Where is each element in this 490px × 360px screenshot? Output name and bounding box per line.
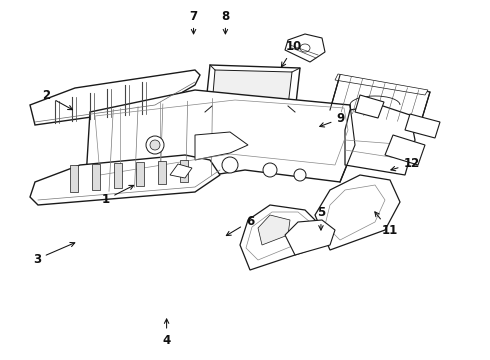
Polygon shape bbox=[330, 75, 430, 125]
Polygon shape bbox=[195, 132, 248, 160]
Polygon shape bbox=[315, 175, 400, 250]
Text: 1: 1 bbox=[101, 185, 134, 206]
Text: 8: 8 bbox=[221, 10, 229, 34]
Polygon shape bbox=[285, 34, 325, 62]
Polygon shape bbox=[158, 161, 166, 184]
Text: 10: 10 bbox=[281, 40, 302, 67]
Text: 5: 5 bbox=[317, 206, 325, 230]
Polygon shape bbox=[335, 74, 428, 95]
Polygon shape bbox=[180, 160, 188, 182]
Polygon shape bbox=[285, 220, 335, 255]
Polygon shape bbox=[30, 155, 220, 205]
Polygon shape bbox=[258, 215, 290, 245]
Text: 3: 3 bbox=[33, 243, 75, 266]
Polygon shape bbox=[240, 205, 320, 270]
Circle shape bbox=[222, 157, 238, 173]
Text: 7: 7 bbox=[190, 10, 197, 34]
Text: 6: 6 bbox=[226, 215, 254, 235]
Text: 12: 12 bbox=[391, 157, 420, 171]
Polygon shape bbox=[355, 95, 384, 118]
Polygon shape bbox=[405, 114, 440, 138]
Polygon shape bbox=[205, 65, 300, 112]
Polygon shape bbox=[92, 164, 100, 190]
Polygon shape bbox=[30, 70, 200, 125]
Polygon shape bbox=[70, 165, 78, 192]
Polygon shape bbox=[212, 70, 292, 106]
Polygon shape bbox=[136, 162, 144, 186]
Text: 2: 2 bbox=[43, 89, 73, 110]
Circle shape bbox=[150, 140, 160, 150]
Polygon shape bbox=[85, 90, 355, 195]
Polygon shape bbox=[114, 163, 122, 188]
Text: 11: 11 bbox=[375, 212, 398, 237]
Polygon shape bbox=[385, 135, 425, 165]
Circle shape bbox=[146, 136, 164, 154]
Circle shape bbox=[263, 163, 277, 177]
Polygon shape bbox=[345, 105, 415, 175]
Text: 4: 4 bbox=[163, 319, 171, 347]
Text: 9: 9 bbox=[320, 112, 344, 127]
Circle shape bbox=[294, 169, 306, 181]
Polygon shape bbox=[170, 164, 192, 178]
